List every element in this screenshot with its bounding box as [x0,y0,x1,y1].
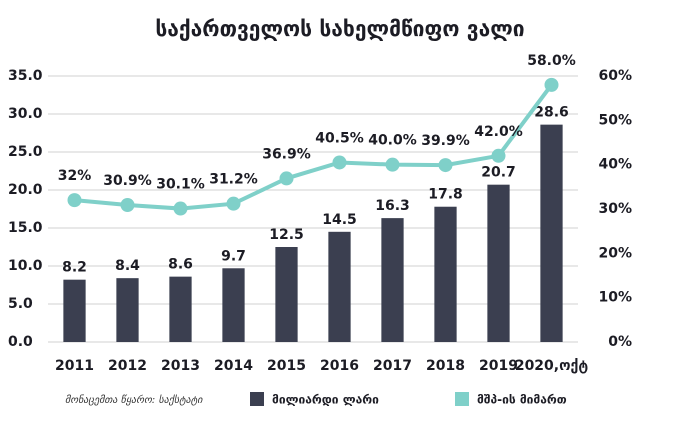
line-point [226,196,241,211]
x-tick-label: 2018 [426,358,465,374]
line-point [544,77,559,92]
bar [222,268,245,342]
y-tick-label: 15.0 [8,220,43,236]
bar [275,247,298,342]
y2-tick-label: 30% [598,201,632,217]
legend-label: მშპ-ის მიმართ [477,393,567,407]
y2-tick-label: 50% [598,112,632,128]
y2-tick-label: 20% [598,245,632,261]
line-value-label: 31.2% [209,172,258,188]
source-note: მონაცემთა წყარო: საქსტატი [65,394,203,406]
line-point [279,171,294,186]
bar-value-label: 8.6 [168,257,193,273]
y2-tick-label: 10% [598,290,632,306]
line-value-label: 32% [58,168,92,184]
bar-value-label: 20.7 [481,165,516,181]
bar [63,279,86,342]
line-series [74,83,554,211]
chart-title: საქართველოს სახელმწიფო ვალი [155,17,524,41]
y-tick-label: 10.0 [8,258,43,274]
legend-swatch [455,392,469,406]
bar-value-label: 16.3 [375,198,410,214]
bar-value-label: 17.8 [428,187,463,203]
line-value-label: 30.9% [103,173,152,189]
legend-swatch [250,392,264,406]
line-value-label: 40.0% [368,133,417,149]
x-tick-label: 2020,ოქტ [515,358,589,374]
line-value-label: 40.5% [315,130,364,146]
bar-value-label: 14.5 [322,212,357,228]
x-tick-label: 2015 [267,358,306,374]
bar [381,218,404,342]
x-tick-label: 2016 [320,358,359,374]
x-tick-label: 2013 [161,358,200,374]
y-tick-label: 5.0 [8,296,33,312]
bar [540,124,563,342]
y2-tick-label: 60% [598,68,632,84]
legend-label: მილიარდი ლარი [272,393,379,407]
line-point [491,148,506,163]
line-point [173,201,188,216]
y2-tick-label: 0% [608,334,632,350]
bar [434,206,457,342]
line-value-label: 30.1% [156,177,205,193]
line-point [438,158,453,173]
y2-tick-label: 40% [598,157,632,173]
y-tick-label: 35.0 [8,68,43,84]
line-point [120,198,135,213]
bar [328,231,351,342]
line-value-label: 58.0% [527,53,576,69]
y-tick-label: 25.0 [8,144,43,160]
bar-value-label: 8.2 [62,260,87,276]
x-tick-label: 2017 [373,358,412,374]
bar-value-label: 8.4 [115,258,140,274]
y-tick-label: 30.0 [8,106,43,122]
bar-value-label: 9.7 [221,248,246,264]
line-point [67,193,82,208]
line-value-label: 42.0% [474,124,523,140]
line-value-label: 36.9% [262,146,311,162]
x-tick-label: 2014 [214,358,253,374]
x-tick-label: 2012 [108,358,147,374]
bar-value-label: 28.6 [534,105,569,121]
y-tick-label: 20.0 [8,182,43,198]
bar-value-label: 12.5 [269,227,304,243]
y-tick-label: 0.0 [8,334,33,350]
x-tick-label: 2019 [479,358,518,374]
line-point [385,157,400,172]
bar [116,278,139,342]
bar [169,276,192,342]
bar [487,184,510,342]
line-point [332,155,347,170]
x-tick-label: 2011 [55,358,94,374]
line-value-label: 39.9% [421,133,470,149]
